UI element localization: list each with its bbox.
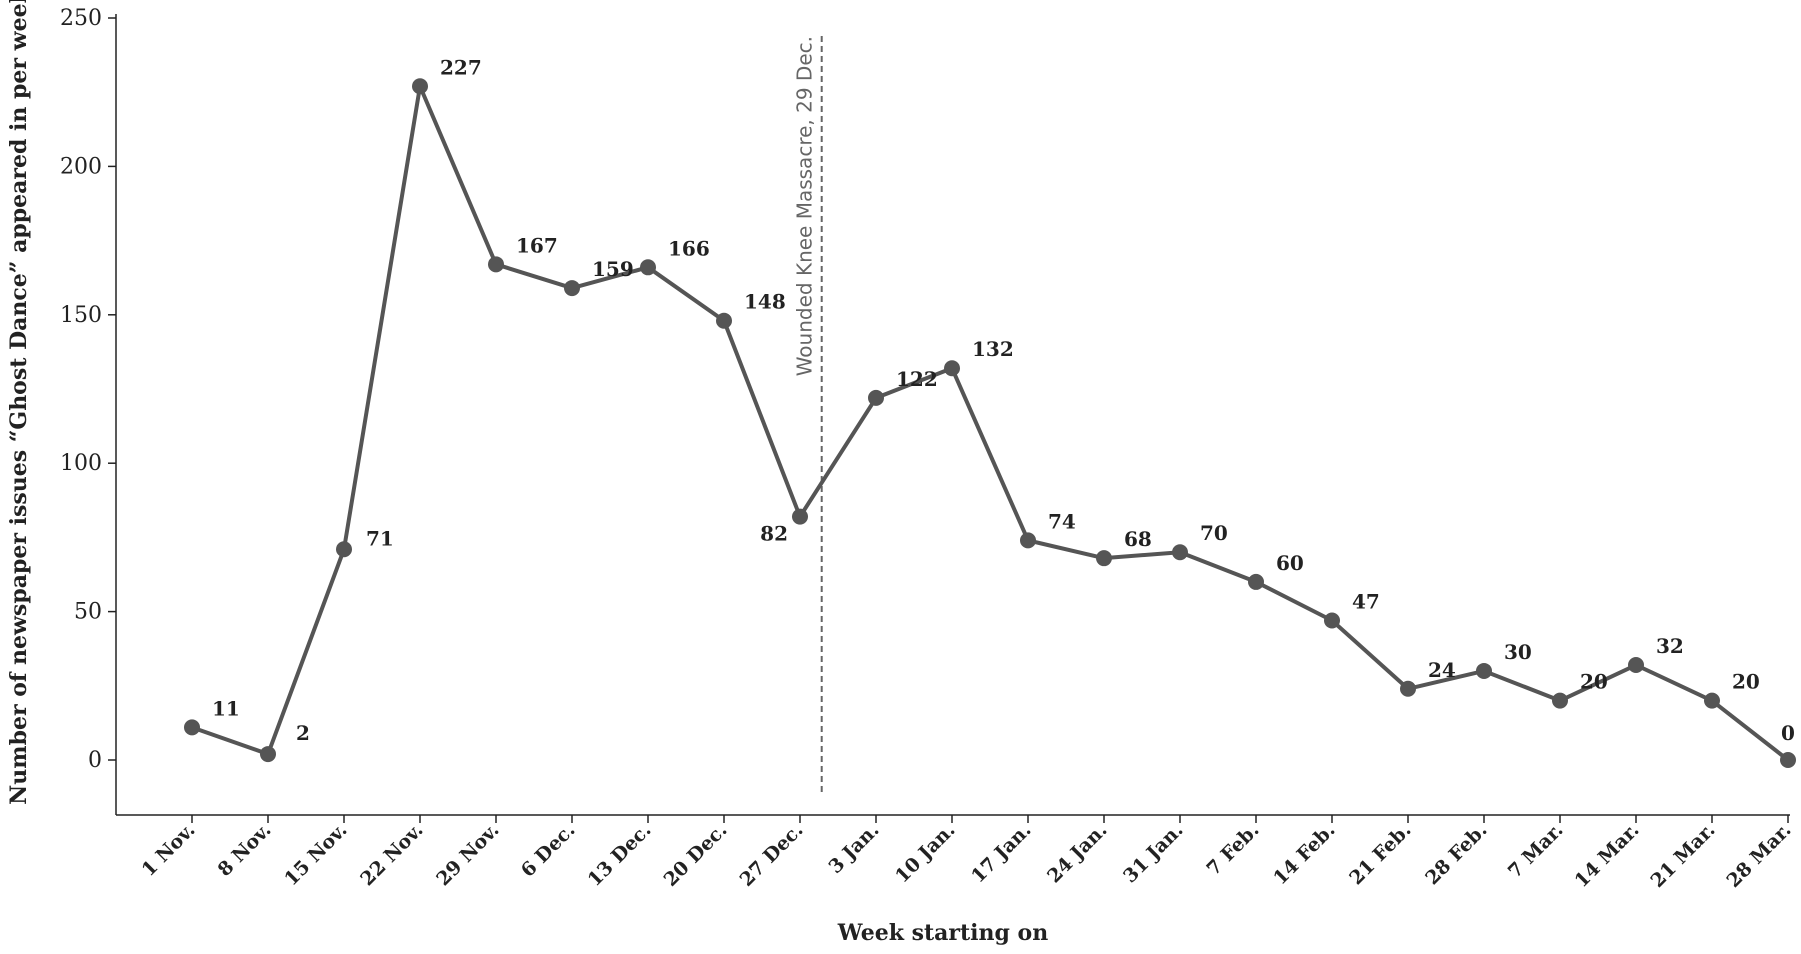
x-axis-title: Week starting on [837, 920, 1048, 946]
y-tick-label: 250 [60, 6, 102, 31]
y-tick-label: 50 [74, 600, 102, 625]
x-tick-label: 24 Jan. [1043, 819, 1111, 887]
series-line [191, 84, 1790, 762]
data-label: 122 [896, 367, 938, 391]
y-tick-label: 150 [60, 303, 102, 328]
data-label: 2 [296, 721, 310, 745]
x-tick-label: 14 Feb. [1269, 819, 1339, 889]
data-label: 159 [592, 257, 634, 281]
x-tick-label: 1 Nov. [138, 819, 200, 881]
x-tick-label: 6 Dec. [517, 819, 580, 882]
data-label: 68 [1124, 527, 1152, 551]
y-tick-label: 100 [60, 451, 102, 476]
data-label: 30 [1504, 640, 1532, 664]
data-point [1628, 657, 1644, 674]
data-label: 166 [668, 236, 710, 260]
x-tick-label: 29 Nov. [432, 819, 503, 890]
data-label: 227 [440, 55, 482, 79]
x-tick-label: 20 Dec. [660, 819, 732, 891]
data-point [868, 389, 884, 406]
x-tick-label: 8 Nov. [214, 819, 276, 881]
data-label: 0 [1781, 721, 1795, 745]
x-tick-label: 31 Jan. [1119, 819, 1187, 887]
y-axis-ticks: 0 50 100 150 200 250 [60, 6, 116, 773]
data-label: 148 [744, 290, 786, 314]
y-axis-title: Number of newspaper issues “Ghost Dance”… [6, 0, 32, 805]
data-point [640, 259, 656, 276]
data-point [1248, 573, 1264, 590]
data-label: 47 [1352, 590, 1380, 614]
x-tick-label: 28 Feb. [1421, 819, 1491, 889]
data-point [412, 78, 428, 95]
x-tick-label: 21 Mar. [1647, 819, 1720, 892]
x-tick-label: 15 Nov. [280, 819, 351, 890]
data-point [716, 312, 732, 329]
x-tick-label: 7 Feb. [1203, 819, 1264, 880]
data-point [564, 280, 580, 297]
data-point [944, 360, 960, 377]
y-tick-label: 200 [60, 154, 102, 179]
data-label: 74 [1048, 509, 1076, 533]
data-point [184, 719, 200, 736]
x-tick-label: 22 Nov. [356, 819, 427, 890]
x-tick-label: 28 Mar. [1723, 819, 1796, 892]
data-point [1780, 752, 1796, 768]
x-tick-label: 13 Dec. [584, 819, 656, 891]
data-point [1400, 680, 1416, 697]
series-layer [184, 78, 1796, 768]
data-label: 11 [212, 696, 240, 720]
annotation-layer: Wounded Knee Massacre, 29 Dec. [793, 36, 823, 795]
y-tick-label: 0 [88, 748, 102, 773]
x-axis-ticks: 1 Nov. 8 Nov. 15 Nov. 22 Nov. 29 Nov. 6 Dec. 1… [138, 815, 1796, 892]
data-point [1172, 544, 1188, 561]
data-point [792, 508, 808, 525]
data-point [488, 256, 504, 273]
x-tick-label: 10 Jan. [891, 819, 959, 887]
data-labels: 11 2 71 227 167 159 166 148 82 122 132 74 68 70 60 47 24… [212, 55, 1795, 745]
x-tick-label: 3 Jan. [824, 819, 883, 878]
data-label: 60 [1276, 551, 1304, 575]
data-point [1020, 532, 1036, 549]
data-label: 20 [1580, 670, 1608, 694]
data-label: 24 [1428, 658, 1456, 682]
x-tick-label: 21 Feb. [1345, 819, 1415, 889]
x-tick-label: 7 Mar. [1504, 819, 1568, 883]
data-label: 132 [972, 337, 1014, 361]
x-tick-label: 27 Dec. [736, 819, 808, 891]
data-point [1704, 692, 1720, 709]
data-point [1324, 612, 1340, 629]
data-label: 70 [1200, 521, 1228, 545]
data-point [336, 541, 352, 558]
axes [115, 14, 1790, 816]
data-point [260, 746, 276, 763]
data-point [1476, 662, 1492, 679]
data-point [1096, 550, 1112, 567]
data-label: 71 [366, 526, 394, 550]
x-tick-label: 17 Jan. [967, 819, 1035, 887]
data-label: 32 [1656, 634, 1684, 658]
x-tick-label: 14 Mar. [1571, 819, 1644, 892]
data-label: 82 [760, 522, 788, 546]
data-point [1552, 692, 1568, 709]
wounded-knee-annotation: Wounded Knee Massacre, 29 Dec. [793, 36, 817, 376]
data-label: 167 [516, 233, 558, 257]
data-label: 20 [1732, 670, 1760, 694]
